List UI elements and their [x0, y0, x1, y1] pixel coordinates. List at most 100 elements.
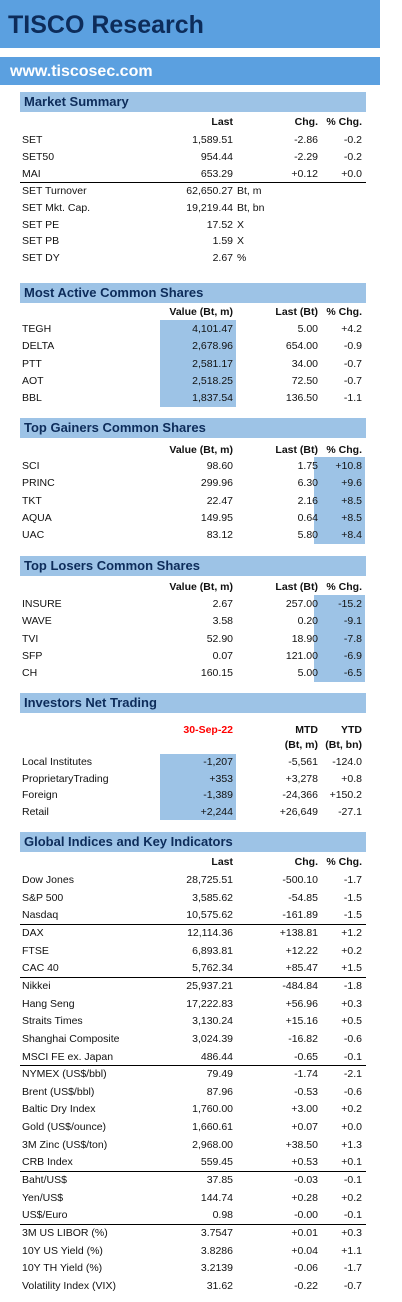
cell-value: -54.85: [288, 891, 318, 904]
cell-value: -24,366: [282, 789, 318, 801]
cell-value: -124.0: [332, 756, 362, 768]
section-header: [20, 283, 366, 303]
cell-value: -0.7: [343, 357, 362, 370]
row-label: PTT: [22, 357, 42, 370]
cell-value: -15.2: [338, 598, 362, 610]
unit: Bt, m: [237, 184, 262, 197]
column-header: % Chg.: [326, 856, 362, 868]
cell-value: 19,219.44: [186, 201, 233, 214]
cell-value: +0.04: [291, 1244, 318, 1257]
row-label: Nasdaq: [22, 909, 59, 922]
cell-value: +150.2: [329, 789, 362, 801]
row-label: Dow Jones: [22, 874, 74, 886]
row-label: FTSE: [22, 944, 49, 957]
row-label: SET PE: [22, 218, 60, 231]
cell-value: 144.74: [200, 1191, 233, 1204]
column-header: Last (Bt): [275, 581, 318, 593]
cell-value: 1,589.51: [192, 134, 233, 146]
cell-value: +0.53: [291, 1156, 318, 1169]
column-header: (Bt, m): [284, 739, 318, 751]
highlight-cell: [314, 647, 365, 665]
cell-value: -27.1: [338, 805, 362, 818]
cell-value: 25,937.21: [186, 979, 233, 992]
cell-value: +0.3: [341, 997, 362, 1010]
section-header: [20, 693, 366, 713]
row-label: Volatility Index (VIX): [22, 1279, 116, 1292]
cell-value: 31.62: [206, 1279, 233, 1292]
row-label: SET PB: [22, 235, 60, 248]
unit: X: [237, 218, 245, 231]
column-header: MTD: [295, 724, 318, 736]
row-label: NYMEX (US$/bbl): [22, 1068, 107, 1081]
row-label: Retail: [22, 805, 49, 818]
row-label: Foreign: [22, 789, 58, 801]
row-label: Hang Seng: [22, 997, 75, 1010]
cell-value: 2.16: [297, 494, 318, 507]
column-header: Value (Bt, m): [169, 581, 233, 593]
row-label: CAC 40: [22, 962, 59, 975]
cell-value: +3,278: [285, 772, 318, 785]
highlight-cell: [314, 509, 365, 527]
unit: %: [237, 252, 247, 265]
cell-value: -1.7: [343, 1262, 362, 1275]
highlight-cell: [160, 372, 236, 390]
cell-value: -500.10: [282, 874, 318, 886]
cell-value: 22.47: [206, 494, 233, 507]
row-label: CRB Index: [22, 1156, 73, 1169]
highlight-cell: [160, 389, 236, 407]
section-title: Top Losers Common Shares: [24, 558, 201, 573]
cell-value: -6.5: [343, 667, 362, 680]
cell-value: 6,893.81: [192, 944, 233, 957]
row-label: SET DY: [22, 252, 60, 265]
highlight-cell: [314, 491, 365, 510]
cell-value: 136.50: [285, 392, 318, 405]
separator: [20, 977, 366, 979]
cell-value: 5.80: [297, 529, 318, 542]
highlight-cell: [160, 354, 236, 373]
row-label: Nikkei: [22, 979, 51, 992]
column-header: Chg.: [294, 116, 318, 128]
cell-value: +8.5: [341, 494, 362, 507]
cell-value: 559.45: [200, 1156, 233, 1169]
highlight-cell: [160, 320, 236, 338]
column-header: Value (Bt, m): [169, 306, 233, 318]
cell-value: 653.29: [200, 167, 233, 180]
cell-value: -0.06: [294, 1262, 318, 1275]
row-label: MAI: [22, 167, 41, 180]
row-label: SET: [22, 134, 43, 146]
cell-value: +2,244: [200, 805, 233, 818]
cell-value: 4,101.47: [192, 323, 233, 335]
column-header: Last (Bt): [275, 444, 318, 456]
cell-value: -5,561: [288, 756, 318, 768]
cell-value: 5,762.34: [192, 962, 233, 975]
cell-value: 1,837.54: [192, 392, 233, 405]
cell-value: 0.98: [212, 1209, 233, 1222]
cell-value: 98.60: [206, 460, 233, 472]
column-header: Last: [211, 116, 233, 128]
cell-value: +0.01: [291, 1227, 318, 1239]
separator: [20, 1224, 366, 1226]
cell-value: 2,581.17: [192, 357, 233, 370]
cell-value: 5.00: [297, 667, 318, 680]
row-label: CH: [22, 667, 38, 680]
cell-value: +0.0: [341, 1121, 362, 1134]
highlight-cell: [314, 664, 365, 682]
cell-value: +0.28: [291, 1191, 318, 1204]
cell-value: -1.5: [343, 891, 362, 904]
section-title: Most Active Common Shares: [24, 285, 204, 300]
cell-value: +56.96: [285, 997, 318, 1010]
cell-value: 12,114.36: [187, 926, 233, 939]
cell-value: -484.84: [282, 979, 318, 992]
highlight-cell: [314, 457, 365, 475]
cell-value: +4.2: [341, 323, 362, 335]
cell-value: -0.22: [294, 1279, 318, 1292]
cell-value: -1.5: [343, 909, 362, 922]
cell-value: 0.20: [297, 615, 318, 628]
section-header: [20, 92, 366, 112]
row-label: 3M Zinc (US$/ton): [22, 1138, 108, 1151]
cell-value: -0.6: [343, 1085, 362, 1098]
cell-value: 6.30: [297, 477, 318, 490]
column-header: % Chg.: [326, 444, 362, 456]
cell-value: +1.2: [341, 926, 362, 939]
row-label: TEGH: [22, 323, 52, 335]
